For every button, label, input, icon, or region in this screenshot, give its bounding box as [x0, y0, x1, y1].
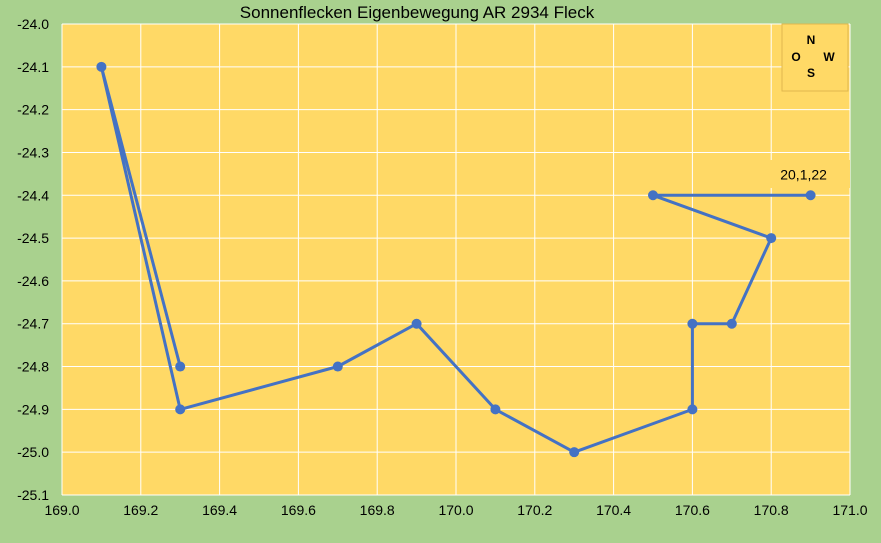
y-tick-label: -25.1	[17, 487, 49, 503]
data-point	[175, 404, 186, 415]
annotation-box	[770, 160, 850, 188]
y-tick-label: -24.4	[17, 187, 49, 203]
x-tick-label: 170.4	[596, 502, 631, 518]
data-points	[96, 61, 816, 458]
compass-west-label-o: O	[791, 50, 800, 64]
y-axis-ticks: -24.0 -24.1 -24.2 -24.3 -24.4 -24.5 -24.6 -24.7…	[17, 16, 49, 503]
y-tick-label: -24.6	[17, 273, 49, 289]
y-tick-label: -24.5	[17, 230, 49, 246]
y-tick-label: -25.0	[17, 444, 49, 460]
x-tick-label: 169.4	[202, 502, 237, 518]
compass-legend: N O W S	[781, 23, 849, 92]
y-tick-label: -24.9	[17, 401, 49, 417]
data-point	[766, 233, 777, 244]
data-point	[332, 361, 343, 372]
x-tick-label: 169.2	[123, 502, 158, 518]
y-tick-label: -24.3	[17, 144, 49, 160]
data-point	[805, 190, 816, 201]
compass-box	[781, 23, 849, 92]
compass-south: S	[807, 66, 815, 80]
compass-east-label-w: W	[823, 50, 835, 64]
x-tick-label: 169.8	[360, 502, 395, 518]
data-point	[687, 318, 698, 329]
y-tick-label: -24.2	[17, 102, 49, 118]
data-label: 20,1,22	[780, 166, 827, 182]
data-point	[687, 404, 698, 415]
y-tick-label: -24.1	[17, 59, 49, 75]
compass-north: N	[807, 33, 816, 47]
chart-title: Sonnenflecken Eigenbewegung AR 2934 Flec…	[240, 3, 595, 22]
data-point	[648, 190, 658, 201]
x-tick-label: 171.0	[832, 502, 867, 518]
x-axis-ticks: 169.0 169.2 169.4 169.6 169.8 170.0 170.2 170.4…	[44, 502, 867, 518]
data-point	[175, 361, 186, 372]
data-point	[726, 318, 737, 329]
x-tick-label: 170.6	[675, 502, 710, 518]
y-tick-label: -24.8	[17, 359, 49, 375]
x-tick-label: 170.8	[754, 502, 789, 518]
y-tick-label: -24.7	[17, 316, 49, 332]
x-tick-label: 169.0	[44, 502, 79, 518]
y-tick-label: -24.0	[17, 16, 49, 32]
data-point	[569, 447, 580, 458]
x-tick-label: 170.2	[517, 502, 552, 518]
x-tick-label: 169.6	[281, 502, 316, 518]
x-tick-label: 170.0	[438, 502, 473, 518]
data-point	[411, 318, 422, 329]
data-point	[96, 61, 107, 72]
data-point	[490, 404, 501, 415]
